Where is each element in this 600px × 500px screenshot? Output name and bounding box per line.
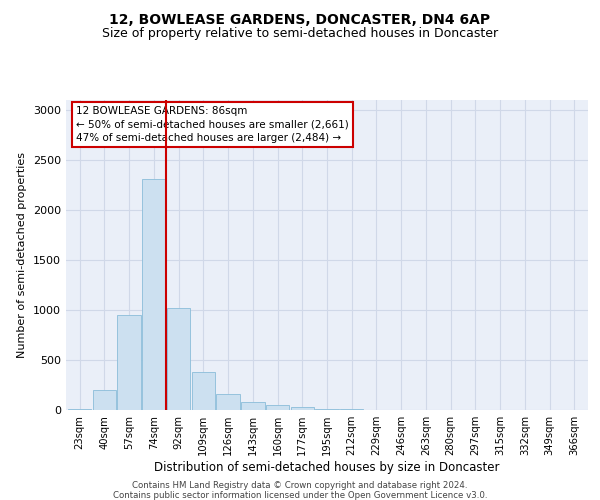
Bar xyxy=(92,390,116,410)
Bar xyxy=(167,308,190,410)
Text: 12, BOWLEASE GARDENS, DONCASTER, DN4 6AP: 12, BOWLEASE GARDENS, DONCASTER, DN4 6AP xyxy=(109,12,491,26)
Bar xyxy=(340,409,364,410)
Bar xyxy=(142,179,166,410)
Bar xyxy=(68,409,91,410)
Bar xyxy=(266,405,289,410)
Bar xyxy=(216,394,240,410)
Text: Contains HM Land Registry data © Crown copyright and database right 2024.: Contains HM Land Registry data © Crown c… xyxy=(132,482,468,490)
Y-axis label: Number of semi-detached properties: Number of semi-detached properties xyxy=(17,152,28,358)
Bar xyxy=(118,315,141,410)
Text: Contains public sector information licensed under the Open Government Licence v3: Contains public sector information licen… xyxy=(113,490,487,500)
Bar xyxy=(315,408,339,410)
Text: Size of property relative to semi-detached houses in Doncaster: Size of property relative to semi-detach… xyxy=(102,28,498,40)
Bar xyxy=(241,402,265,410)
Bar xyxy=(290,406,314,410)
Text: 12 BOWLEASE GARDENS: 86sqm
← 50% of semi-detached houses are smaller (2,661)
47%: 12 BOWLEASE GARDENS: 86sqm ← 50% of semi… xyxy=(76,106,349,142)
Bar xyxy=(191,372,215,410)
Text: Distribution of semi-detached houses by size in Doncaster: Distribution of semi-detached houses by … xyxy=(154,461,500,474)
